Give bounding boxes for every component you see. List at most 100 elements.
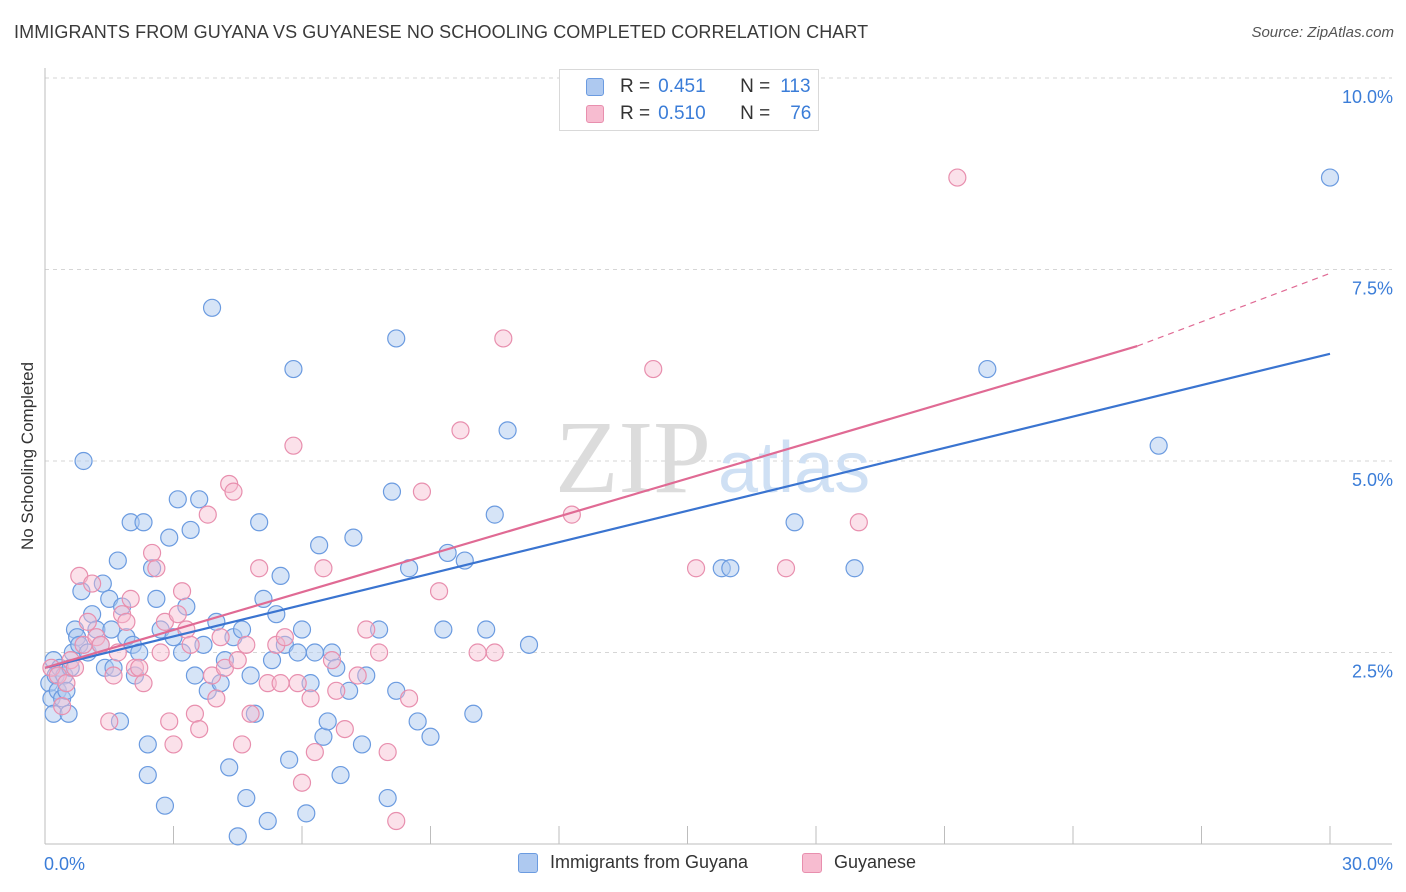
data-point [382, 482, 402, 501]
bottom-legend-immigrants[interactable]: Immigrants from Guyana [518, 852, 748, 873]
data-point [138, 765, 157, 785]
data-point [181, 520, 200, 540]
data-point [232, 620, 252, 639]
data-point [185, 704, 205, 723]
data-point [284, 436, 303, 455]
data-point [232, 735, 252, 754]
data-point [104, 666, 123, 685]
data-point [301, 674, 320, 693]
data-point [164, 735, 183, 754]
bottom-legend-guyanese[interactable]: Guyanese [802, 852, 916, 873]
data-point [74, 451, 93, 471]
data-point [357, 620, 376, 639]
data-point [160, 528, 179, 547]
trend-line-immigrants [44, 352, 1331, 669]
data-point [271, 566, 290, 586]
data-point [267, 605, 286, 624]
data-point [151, 643, 170, 662]
data-point [378, 742, 397, 762]
data-point [211, 628, 230, 647]
x-tick-labels: 0.0% 30.0% [44, 854, 1393, 874]
data-point [686, 559, 706, 578]
data-point [477, 620, 496, 639]
data-point [644, 359, 663, 379]
data-point [370, 643, 389, 662]
data-point [776, 559, 796, 578]
data-point [262, 651, 282, 670]
data-point [134, 674, 153, 693]
data-point [849, 513, 868, 532]
data-point [464, 704, 483, 723]
data-point [134, 513, 153, 532]
data-point [258, 674, 277, 693]
data-point [370, 620, 389, 639]
bottom-legend-swatch-pink [802, 852, 822, 873]
y-tick-label: 2.5% [1352, 662, 1393, 682]
legend-r-value: 0.451 [658, 76, 706, 97]
data-point [284, 359, 303, 379]
data-point [250, 513, 269, 532]
bottom-legend-label: Immigrants from Guyana [550, 852, 749, 872]
data-point [387, 329, 406, 348]
data-point [220, 758, 239, 777]
data-point [429, 582, 449, 601]
data-point [485, 643, 504, 662]
data-point [331, 765, 350, 785]
data-point [434, 620, 453, 639]
watermark: ZIP atlas [555, 400, 870, 515]
data-point [241, 666, 260, 685]
data-point [344, 528, 363, 547]
data-point [292, 773, 312, 792]
chart-title: IMMIGRANTS FROM GUYANA VS GUYANESE NO SC… [14, 22, 869, 42]
legend-swatch-blue [586, 78, 604, 96]
data-point [348, 666, 367, 685]
data-point [142, 559, 162, 578]
legend-n-label: N = [740, 103, 771, 124]
data-point [485, 505, 504, 524]
legend-row-immigrants: R = 0.451 N = 113 [560, 74, 811, 100]
data-point [117, 612, 136, 631]
data-point [314, 727, 333, 746]
data-point [494, 329, 513, 348]
data-point [948, 168, 967, 187]
legend-n-label: N = [740, 76, 771, 97]
data-point [83, 574, 102, 593]
data-point [130, 658, 149, 677]
legend-row-guyanese: R = 0.510 N = 76 [560, 101, 811, 127]
bottom-legend-label: Guyanese [834, 852, 917, 872]
data-point [110, 712, 130, 731]
data-point [327, 681, 346, 700]
data-point [155, 796, 175, 815]
data-point [241, 704, 260, 723]
data-point [271, 674, 290, 693]
data-point [785, 513, 804, 532]
data-point [498, 421, 517, 440]
data-point [121, 589, 140, 608]
data-point [408, 712, 427, 731]
data-point [190, 490, 209, 509]
data-point [275, 628, 294, 647]
data-point [310, 536, 329, 555]
data-point [387, 811, 406, 831]
x-tick-label-max: 30.0% [1342, 854, 1393, 874]
data-point [147, 589, 166, 608]
data-point [102, 620, 121, 639]
data-point [399, 689, 419, 708]
data-point [352, 735, 372, 754]
data-point [1320, 168, 1340, 187]
data-point [100, 712, 119, 731]
data-point [57, 674, 76, 693]
trend-lines [44, 272, 1331, 669]
data-point [301, 689, 320, 708]
data-point [378, 788, 397, 808]
legend-swatch-pink [586, 105, 604, 123]
data-point [280, 750, 299, 769]
data-point [340, 681, 359, 700]
trend-line-guyanese-extension [1137, 272, 1331, 347]
bottom-legend-swatch-blue [518, 852, 538, 873]
data-point [160, 712, 179, 731]
data-point [147, 559, 166, 578]
data-point [318, 712, 337, 731]
legend-r-label: R = [620, 103, 651, 124]
watermark-zip: ZIP [555, 400, 711, 515]
